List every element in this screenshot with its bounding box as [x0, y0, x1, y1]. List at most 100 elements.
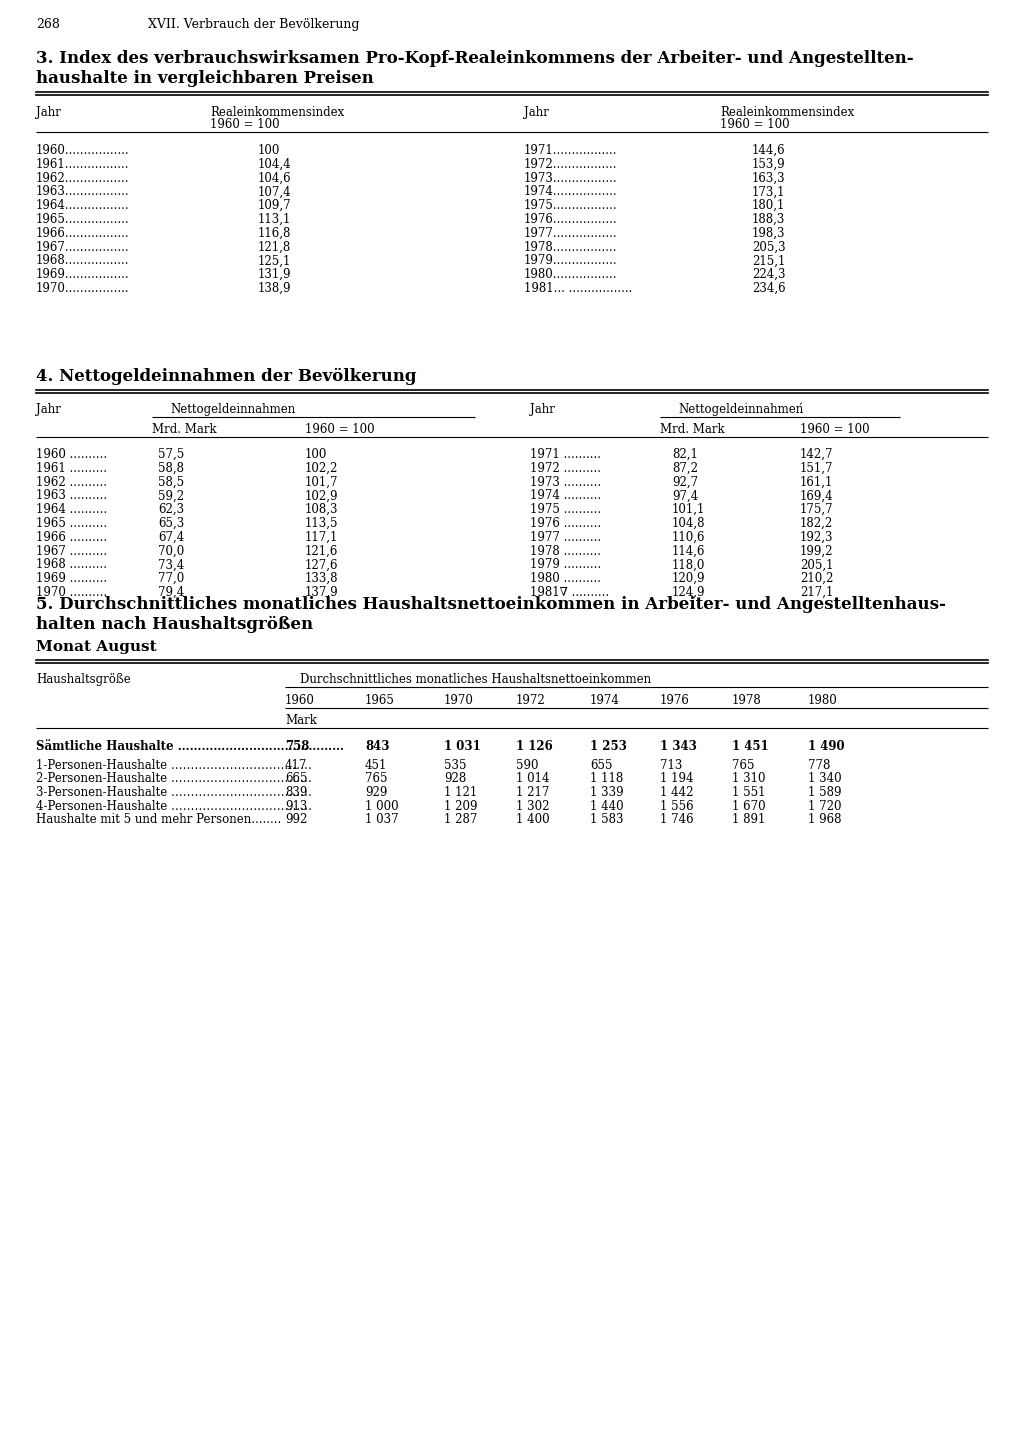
Text: Mrd. Mark: Mrd. Mark	[660, 423, 725, 436]
Text: 58,8: 58,8	[158, 462, 184, 475]
Text: 1978 ..........: 1978 ..........	[530, 544, 601, 557]
Text: 1978: 1978	[732, 695, 762, 708]
Text: 1981... .................: 1981... .................	[524, 282, 633, 295]
Text: 1960.................: 1960.................	[36, 145, 130, 158]
Text: 1980: 1980	[808, 695, 838, 708]
Text: 215,1: 215,1	[752, 255, 785, 268]
Text: 120,9: 120,9	[672, 572, 706, 585]
Text: 1964 ..........: 1964 ..........	[36, 504, 108, 517]
Text: 138,9: 138,9	[258, 282, 292, 295]
Text: 1966 ..........: 1966 ..........	[36, 531, 108, 544]
Text: 234,6: 234,6	[752, 282, 785, 295]
Text: 1 556: 1 556	[660, 800, 693, 813]
Text: 133,8: 133,8	[305, 572, 339, 585]
Text: 137,9: 137,9	[305, 586, 339, 599]
Text: 1975.................: 1975.................	[524, 200, 617, 213]
Text: 1 194: 1 194	[660, 773, 693, 786]
Text: 1970: 1970	[444, 695, 474, 708]
Text: 1 339: 1 339	[590, 786, 624, 799]
Text: 3. Index des verbrauchswirksamen Pro-Kopf-Realeinkommens der Arbeiter- und Anges: 3. Index des verbrauchswirksamen Pro-Kop…	[36, 51, 913, 67]
Text: 1969 ..........: 1969 ..........	[36, 572, 108, 585]
Text: 104,6: 104,6	[258, 172, 292, 185]
Text: 121,6: 121,6	[305, 544, 338, 557]
Text: 188,3: 188,3	[752, 213, 785, 226]
Text: 1 343: 1 343	[660, 739, 697, 752]
Text: 992: 992	[285, 813, 307, 826]
Text: 1981∇ ..........: 1981∇ ..........	[530, 586, 609, 599]
Text: Monat August: Monat August	[36, 640, 157, 654]
Text: 192,3: 192,3	[800, 531, 834, 544]
Text: 1976 ..........: 1976 ..........	[530, 517, 601, 530]
Text: 109,7: 109,7	[258, 200, 292, 213]
Text: 104,8: 104,8	[672, 517, 706, 530]
Text: 1 968: 1 968	[808, 813, 842, 826]
Text: 1972 ..........: 1972 ..........	[530, 462, 601, 475]
Text: 928: 928	[444, 773, 466, 786]
Text: 102,2: 102,2	[305, 462, 338, 475]
Text: 116,8: 116,8	[258, 227, 292, 240]
Text: 1976.................: 1976.................	[524, 213, 617, 226]
Text: Haushalte mit 5 und mehr Personen........: Haushalte mit 5 und mehr Personen.......…	[36, 813, 282, 826]
Text: 101,7: 101,7	[305, 476, 339, 489]
Text: 57,5: 57,5	[158, 449, 184, 462]
Text: 100: 100	[258, 145, 281, 158]
Text: 1969.................: 1969.................	[36, 268, 130, 281]
Text: 590: 590	[516, 760, 539, 773]
Text: 87,2: 87,2	[672, 462, 698, 475]
Text: 65,3: 65,3	[158, 517, 184, 530]
Text: 1960: 1960	[285, 695, 314, 708]
Text: 127,6: 127,6	[305, 559, 339, 572]
Text: 1 118: 1 118	[590, 773, 624, 786]
Text: 210,2: 210,2	[800, 572, 834, 585]
Text: Jahr: Jahr	[530, 404, 555, 415]
Text: 1963 ..........: 1963 ..........	[36, 489, 108, 502]
Text: 82,1: 82,1	[672, 449, 698, 462]
Text: 713: 713	[660, 760, 682, 773]
Text: 1 121: 1 121	[444, 786, 477, 799]
Text: 161,1: 161,1	[800, 476, 834, 489]
Text: 62,3: 62,3	[158, 504, 184, 517]
Text: 1 340: 1 340	[808, 773, 842, 786]
Text: Sämtliche Haushalte ……………………………………: Sämtliche Haushalte ……………………………………	[36, 739, 344, 752]
Text: 1961.................: 1961.................	[36, 158, 129, 171]
Text: Durchschnittliches monatliches Haushaltsnettoeinkommen: Durchschnittliches monatliches Haushalts…	[300, 673, 651, 686]
Text: Mrd. Mark: Mrd. Mark	[152, 423, 217, 436]
Text: 1 217: 1 217	[516, 786, 549, 799]
Text: 1970.................: 1970.................	[36, 282, 130, 295]
Text: 2-Personen-Haushalte ………………………………: 2-Personen-Haushalte ………………………………	[36, 773, 312, 786]
Text: 1 442: 1 442	[660, 786, 693, 799]
Text: 665: 665	[285, 773, 307, 786]
Text: Nettogeldeinnahmen: Nettogeldeinnahmen	[170, 404, 295, 415]
Text: 1977 ..........: 1977 ..........	[530, 531, 601, 544]
Text: 451: 451	[365, 760, 387, 773]
Text: 108,3: 108,3	[305, 504, 339, 517]
Text: 417: 417	[285, 760, 307, 773]
Text: 1 126: 1 126	[516, 739, 553, 752]
Text: 839: 839	[285, 786, 307, 799]
Text: 1 400: 1 400	[516, 813, 550, 826]
Text: 113,5: 113,5	[305, 517, 339, 530]
Text: 92,7: 92,7	[672, 476, 698, 489]
Text: 107,4: 107,4	[258, 185, 292, 198]
Text: 535: 535	[444, 760, 467, 773]
Text: 110,6: 110,6	[672, 531, 706, 544]
Text: 1976: 1976	[660, 695, 690, 708]
Text: 217,1: 217,1	[800, 586, 834, 599]
Text: 929: 929	[365, 786, 387, 799]
Text: 104,4: 104,4	[258, 158, 292, 171]
Text: 199,2: 199,2	[800, 544, 834, 557]
Text: 1 670: 1 670	[732, 800, 766, 813]
Text: 5. Durchschnittliches monatliches Haushaltsnettoeinkommen in Arbeiter- und Anges: 5. Durchschnittliches monatliches Hausha…	[36, 596, 946, 614]
Text: 113,1: 113,1	[258, 213, 292, 226]
Text: 1962.................: 1962.................	[36, 172, 129, 185]
Text: 1974: 1974	[590, 695, 620, 708]
Text: 1 209: 1 209	[444, 800, 477, 813]
Text: 173,1: 173,1	[752, 185, 785, 198]
Text: 1 440: 1 440	[590, 800, 624, 813]
Text: 131,9: 131,9	[258, 268, 292, 281]
Text: 1966.................: 1966.................	[36, 227, 130, 240]
Text: 1965.................: 1965.................	[36, 213, 130, 226]
Text: 1968.................: 1968.................	[36, 255, 129, 268]
Text: XVII. Verbrauch der Bevölkerung: XVII. Verbrauch der Bevölkerung	[148, 17, 359, 30]
Text: 4. Nettogeldeinnahmen der Bevölkerung: 4. Nettogeldeinnahmen der Bevölkerung	[36, 368, 417, 385]
